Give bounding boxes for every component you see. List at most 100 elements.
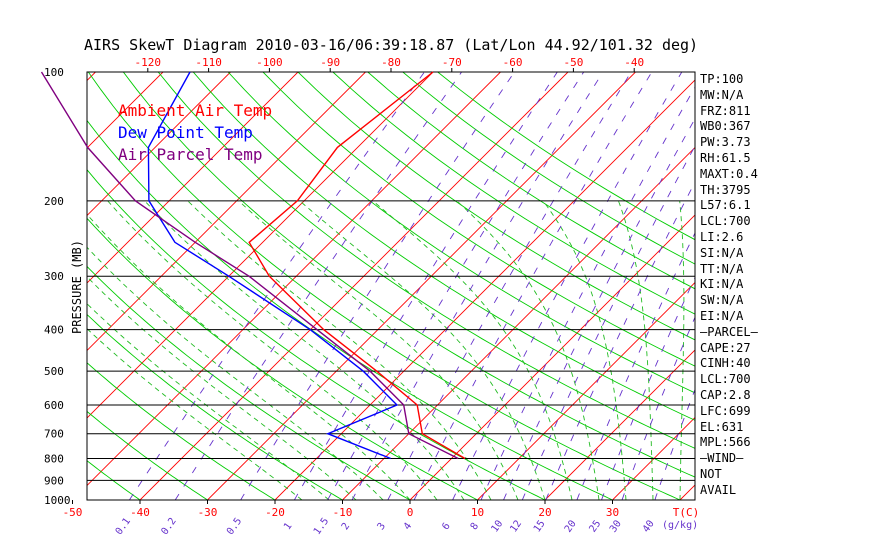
stat-item: —WIND— [700, 451, 744, 466]
mixing-ratio-line [521, 145, 695, 500]
dry-adiabat-line [297, 72, 695, 341]
stat-item: LFC:699 [700, 403, 751, 418]
stat-item: LCL:700 [700, 372, 751, 387]
dry-adiabat-line [87, 460, 141, 500]
moist-adiabat-line [238, 200, 519, 500]
dry-adiabat-line [192, 72, 695, 421]
isotherm-line [87, 72, 231, 217]
stat-item: CAP:2.8 [700, 387, 751, 402]
mixing-ratio-label: 1 [282, 521, 294, 532]
mixing-ratio-line [387, 72, 632, 500]
isotherm-line [87, 72, 164, 149]
mixing-ratio-line [601, 276, 695, 500]
dry-adiabat-line [262, 72, 695, 367]
dry-adiabat-line [87, 72, 681, 500]
pressure-tick-label: 500 [44, 365, 64, 378]
mixing-ratio-label: 20 [563, 518, 579, 534]
stat-item: SW:N/A [700, 293, 744, 308]
mixing-ratio-line [351, 72, 604, 500]
chart-title: AIRS SkewT Diagram 2010-03-16/06:39:18.8… [84, 36, 699, 54]
stat-item: PW:3.73 [700, 135, 751, 150]
stat-item: MPL:566 [700, 435, 751, 450]
moist-adiabat-line [187, 200, 492, 500]
bottom-temp-tick-label: 0 [407, 506, 414, 519]
mixing-ratio-label: 1.5 [312, 516, 331, 537]
pressure-tick-label: 100 [44, 66, 64, 79]
stat-item: CAPE:27 [700, 340, 751, 355]
stat-item: SI:N/A [700, 245, 744, 260]
mixing-ratio-line [327, 72, 585, 500]
pressure-tick-label: 700 [44, 428, 64, 441]
isotherm-line [139, 72, 569, 500]
top-temp-tick-label: -110 [195, 56, 222, 69]
isotherm-line [544, 349, 695, 500]
mixing-ratio-line [480, 86, 695, 500]
isotherm-line [87, 72, 366, 352]
pressure-tick-label: 600 [44, 399, 64, 412]
bottom-temp-tick-label: 30 [606, 506, 619, 519]
top-temp-tick-label: -90 [320, 56, 340, 69]
dry-adiabat-line [87, 217, 478, 500]
stat-item: MAXT:0.4 [700, 166, 758, 181]
legend-air-parcel-temp: Air Parcel Temp [118, 145, 263, 164]
dry-adiabat-line [87, 265, 411, 500]
top-temp-tick-label: -40 [624, 56, 644, 69]
mixing-ratio-label: 6 [440, 521, 452, 532]
dry-adiabat-line [402, 72, 695, 265]
y-axis-title: PRESSURE (MB) [70, 240, 84, 334]
stat-item: EI:N/A [700, 308, 744, 323]
mixing-ratio-line [576, 232, 695, 500]
stat-item: TT:N/A [700, 261, 744, 276]
moist-adiabat-line [542, 200, 627, 500]
isotherm-line [342, 146, 695, 500]
top-temp-tick-label: -120 [135, 56, 162, 69]
mixing-ratio-line [240, 72, 515, 500]
isotherm-line [409, 214, 695, 500]
pressure-tick-label: 1000 [44, 494, 71, 507]
stat-item: MW:N/A [700, 87, 744, 102]
isotherm-line [612, 416, 695, 500]
mixing-ratio-label: 40 [641, 519, 657, 535]
mixing-ratio-label: 0.5 [225, 516, 244, 537]
legend-dew-point-temp: Dew Point Temp [118, 123, 253, 142]
dry-adiabat-line [0, 72, 5, 500]
stats-panel: TP:100 MW:N/A FRZ:811 WB0:367 PW:3.73 RH:61.5… [700, 72, 758, 499]
bottom-temp-tick-label: -10 [333, 506, 353, 519]
mixing-ratio-line [452, 72, 683, 500]
moist-adiabat-line [144, 200, 465, 500]
dry-adiabat-line [437, 72, 695, 241]
dry-adiabat-line [157, 72, 695, 449]
dry-adiabat-line [87, 119, 613, 500]
top-temp-tick-label: -100 [256, 56, 283, 69]
pressure-tick-label: 200 [44, 195, 64, 208]
isotherm-line [87, 72, 434, 419]
pressure-tick-label: 900 [44, 474, 64, 487]
mixing-ratio-line [413, 72, 653, 500]
stat-item: KI:N/A [700, 277, 744, 292]
dew-point-temp-line [147, 71, 399, 460]
mixing-ratio-line [621, 316, 695, 500]
top-temp-tick-label: -60 [503, 56, 523, 69]
mixing-ratio-label: 12 [508, 518, 524, 534]
dry-adiabat-line [122, 72, 695, 478]
air-parcel-temp-line [40, 71, 459, 460]
bottom-temp-tick-label: -30 [198, 506, 218, 519]
mixing-ratio-label: 10 [489, 518, 505, 534]
mixing-ratio-label: 15 [532, 518, 548, 534]
mixing-ratio-label: 4 [402, 521, 414, 532]
stat-item: CINH:40 [700, 356, 751, 371]
isotherm-line [274, 79, 695, 500]
stat-item: RH:61.5 [700, 150, 751, 165]
bottom-temp-tick-label: -20 [265, 506, 285, 519]
isotherm-line [477, 281, 695, 500]
dry-adiabat-line [227, 72, 695, 394]
dry-adiabat-line [332, 72, 695, 315]
moist-adiabat-line [87, 213, 411, 500]
isotherm-line [87, 72, 501, 487]
stat-item: FRZ:811 [700, 103, 751, 118]
moist-adiabat-line [107, 200, 438, 500]
stat-item: WB0:367 [700, 119, 751, 134]
moist-adiabat-line [87, 276, 357, 500]
stat-item: —PARCEL— [700, 324, 758, 339]
